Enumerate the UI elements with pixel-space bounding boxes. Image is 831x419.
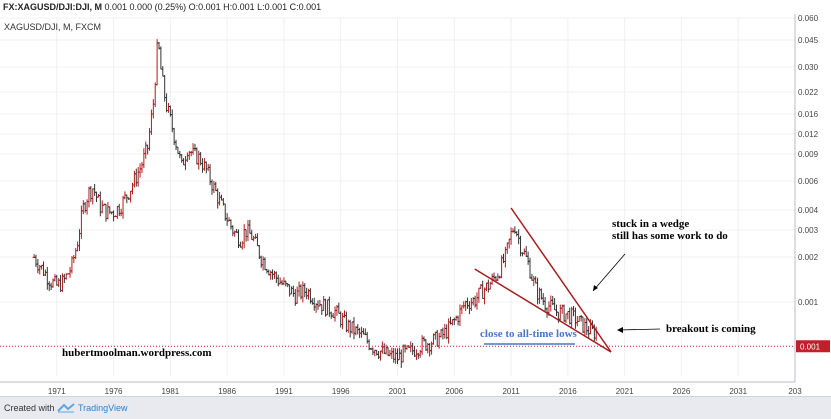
current-price-label: 0.001 [800,342,821,351]
symbol-label: FX:XAGUSD/DJI:DJI, M [3,2,103,12]
watermark-url: hubertmoolman.wordpress.com [62,347,212,359]
y-tick-label: 0.004 [798,206,819,215]
y-tick-label: 0.009 [798,150,819,159]
y-tick-label: 0.012 [798,130,819,139]
x-tick-label: 2016 [559,387,577,396]
x-tick-label: 2011 [502,387,520,396]
annotation-lows: close to all-time lows [480,328,578,340]
y-tick-label: 0.001 [798,298,819,307]
current-price-box [796,340,830,353]
x-axis: 1971 1976 1981 1986 1991 1996 2001 2006 2011 2016… [0,381,802,396]
x-tick-label: 1981 [161,387,179,396]
x-tick-label: 1971 [48,387,66,396]
y-tick-label: 0.016 [798,110,819,119]
y-tick-label: 0.002 [798,253,819,262]
wedge-lower-line [474,268,612,353]
y-tick-label: 0.003 [798,226,819,235]
x-tick-label: 2031 [729,387,747,396]
annotation-arrow-wedge [592,253,626,292]
created-with-label: Created with [4,403,55,413]
x-tick-label: 1991 [275,387,293,396]
symbol-header: FX:XAGUSD/DJI:DJI, M 0.001 0.000 (0.25%)… [0,0,831,14]
annotation-arrowhead-wedge [593,285,598,291]
tradingview-logo-icon [57,403,75,413]
annotation-wedge-line2: still has some work to do [612,230,728,242]
y-axis: 0.060 0.045 0.030 0.022 0.016 0.012 0.009 0.006… [794,14,819,382]
footer: Created with TradingView [0,396,831,419]
x-tick-label: 2001 [389,387,407,396]
x-tick-label: 2021 [616,387,634,396]
x-tick-label: 203 [788,387,802,396]
x-tick-label: 1986 [218,387,236,396]
price-bars [32,39,598,368]
ohlc-values: 0.001 0.000 (0.25%) O:0.001 H:0.001 L:0.… [104,2,322,12]
x-tick-label: 2006 [445,387,463,396]
y-tick-label: 0.060 [798,14,819,23]
x-tick-label: 1976 [105,387,123,396]
annotation-wedge-line1: stuck in a wedge [612,218,689,230]
price-chart[interactable]: XAGUSD/DJI, M, FXCM 0.001 stuck in a wedg… [0,14,831,396]
x-tick-label: 1996 [332,387,350,396]
y-tick-label: 0.030 [798,63,819,72]
y-tick-label: 0.045 [798,36,819,45]
wedge-upper-line [510,207,612,353]
x-tick-label: 2026 [673,387,691,396]
annotation-arrowhead-breakout [617,327,623,333]
y-tick-label: 0.006 [798,177,819,186]
y-tick-label: 0.022 [798,88,819,97]
tradingview-link[interactable]: TradingView [78,403,128,413]
annotation-breakout: breakout is coming [666,323,756,335]
annotation-arrow-breakout [617,328,661,331]
chart-title: XAGUSD/DJI, M, FXCM [4,22,101,32]
